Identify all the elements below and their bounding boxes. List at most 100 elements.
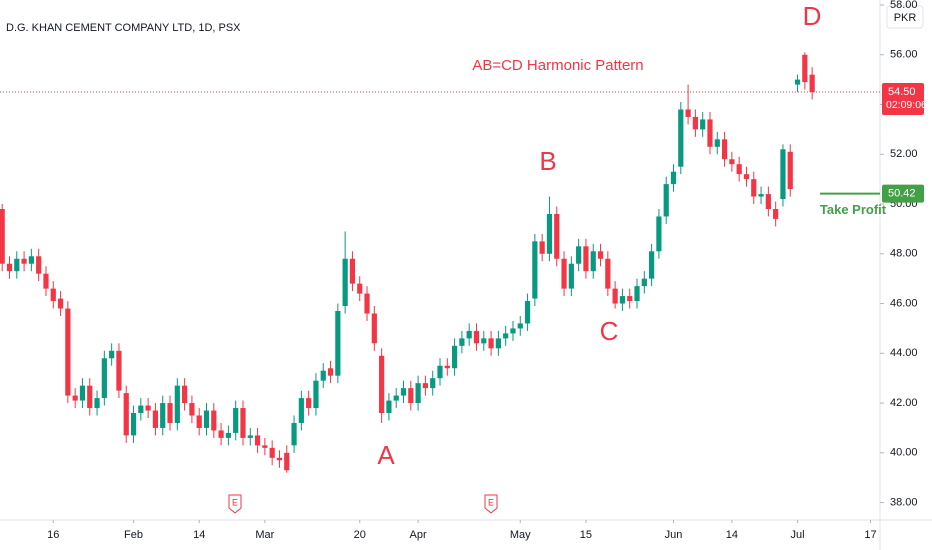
- candle-body: [802, 54, 808, 83]
- x-tick-label: May: [510, 529, 531, 541]
- candle-body: [182, 385, 188, 404]
- x-tick-label: 17: [864, 529, 876, 541]
- candle-body: [451, 345, 458, 369]
- candle-body: [247, 435, 253, 438]
- candle-body: [415, 383, 421, 404]
- candle-body: [291, 422, 297, 446]
- last-price-label: 54.50: [888, 86, 916, 98]
- candle-body: [262, 445, 268, 448]
- pattern-point: B: [539, 146, 556, 176]
- earnings-label: E: [232, 497, 238, 507]
- candle-body: [736, 164, 742, 175]
- x-tick-label: Feb: [124, 529, 143, 541]
- x-tick-label: 15: [580, 529, 592, 541]
- candle-body: [335, 311, 341, 376]
- candle-body: [532, 241, 538, 299]
- candle-body: [233, 408, 239, 433]
- candle-body: [116, 350, 122, 391]
- candle-body: [65, 308, 71, 396]
- candle-body: [495, 338, 501, 349]
- candle-body: [167, 403, 173, 423]
- candle-body: [568, 263, 574, 289]
- candle-body: [590, 251, 596, 272]
- candle-body: [765, 194, 771, 209]
- candle-body: [656, 216, 662, 252]
- candle-body: [408, 388, 414, 404]
- candle-body: [773, 208, 779, 219]
- x-tick-label: 14: [726, 529, 738, 541]
- candle-body: [430, 378, 436, 389]
- earnings-label: E: [488, 497, 494, 507]
- y-tick-label: 56.00: [890, 49, 918, 61]
- candle-body: [481, 338, 487, 344]
- candle-body: [809, 74, 815, 93]
- candle-body: [152, 410, 159, 428]
- y-tick-label: 40.00: [890, 447, 918, 459]
- candle-body: [692, 116, 698, 130]
- candle-body: [0, 208, 5, 264]
- take-profit-box: [882, 184, 924, 203]
- candle-body: [503, 333, 509, 339]
- candle-body: [597, 251, 604, 259]
- candle-body: [6, 263, 13, 272]
- candle-body: [510, 328, 516, 334]
- candle-body: [707, 119, 713, 147]
- candle-body: [298, 398, 304, 423]
- candle-body: [714, 139, 720, 147]
- candle-body: [306, 398, 312, 409]
- candle-body: [218, 430, 224, 438]
- candle-body: [57, 298, 64, 309]
- candle-body: [663, 184, 669, 217]
- candle-body: [43, 273, 49, 289]
- candle-body: [678, 109, 684, 167]
- candle-body: [627, 296, 633, 302]
- currency-box[interactable]: [886, 5, 924, 29]
- candle-body: [160, 403, 166, 428]
- y-tick-label: 44.00: [890, 347, 918, 359]
- candle-body: [583, 246, 589, 272]
- candle-body: [269, 447, 275, 458]
- candle-body: [758, 194, 764, 197]
- candle-body: [14, 258, 20, 272]
- currency[interactable]: PKR: [894, 12, 917, 24]
- candle-body: [546, 213, 553, 254]
- candle-body: [787, 151, 793, 190]
- candle-body: [79, 385, 86, 401]
- x-tick-label: Apr: [410, 529, 427, 541]
- candle-body: [349, 258, 356, 284]
- candle-body: [36, 256, 42, 274]
- candle-body: [524, 301, 531, 324]
- pattern-point: D: [803, 1, 822, 31]
- pattern-title: AB=CD Harmonic Pattern: [472, 57, 643, 74]
- candle-body: [189, 403, 195, 416]
- x-tick-label: 20: [354, 529, 366, 541]
- x-tick-label: Jul: [791, 529, 805, 541]
- candle-body: [619, 296, 626, 304]
- candle-body: [357, 283, 363, 294]
- y-tick-label: 46.00: [890, 297, 918, 309]
- candle-body: [517, 323, 523, 329]
- candle-body: [780, 149, 786, 200]
- candle-body: [605, 258, 611, 289]
- candle-body: [743, 174, 750, 180]
- candle-body: [101, 358, 107, 399]
- candle-body: [342, 258, 348, 307]
- candle-body: [240, 408, 246, 438]
- candle-body: [130, 413, 137, 436]
- candle-body: [138, 405, 144, 414]
- candle-body: [393, 395, 399, 401]
- candle-body: [364, 293, 370, 314]
- candle-body: [751, 179, 757, 197]
- y-tick-label: 58.00: [890, 0, 918, 11]
- symbol-title: D.G. KHAN CEMENT COMPANY LTD, 1D, PSX: [6, 22, 241, 34]
- candle-body: [72, 395, 78, 401]
- candle-body: [721, 139, 728, 160]
- candle-body: [174, 385, 180, 423]
- candle-body: [313, 380, 319, 409]
- countdown: 02:09:06: [886, 99, 927, 111]
- candle-body: [539, 241, 545, 254]
- candle-body: [561, 258, 567, 289]
- candle-body: [21, 258, 27, 264]
